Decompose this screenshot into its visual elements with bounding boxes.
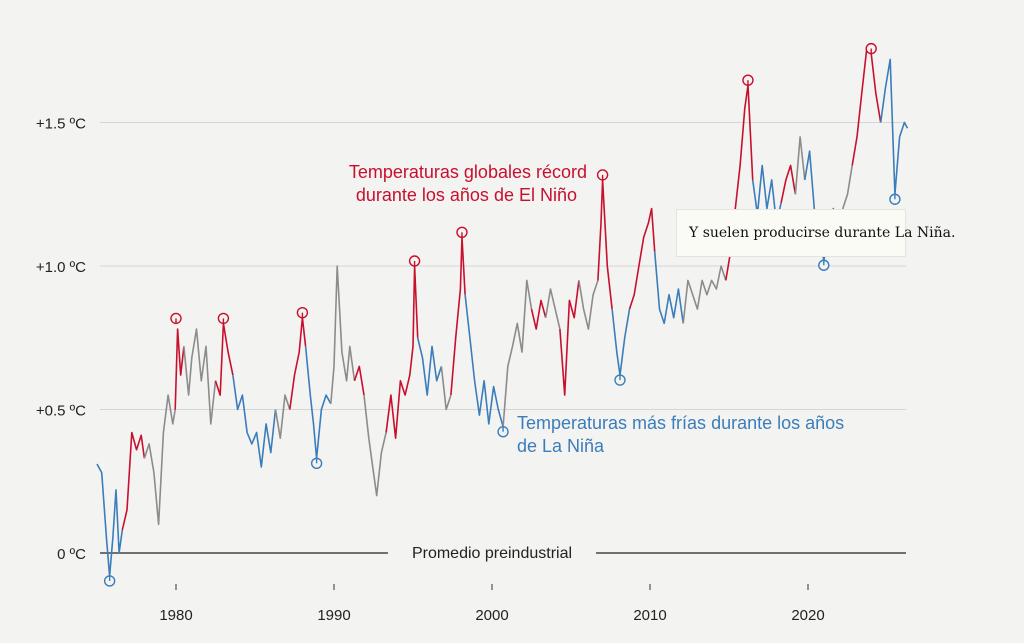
series-neutral [502, 279, 533, 427]
la-nina-annotation-line2: de La Niña [517, 436, 605, 456]
series-el-nino [559, 280, 580, 396]
x-tick-label: 2000 [475, 607, 508, 624]
baseline: Promedio preindustrial [100, 545, 906, 562]
series-el-nino [385, 265, 419, 439]
series-la-nina [304, 346, 332, 460]
tooltip: Y suelen producirse durante La Niña. [676, 209, 955, 257]
y-tick-label: +0.5 ºC [36, 403, 86, 420]
marker-layer [103, 42, 901, 587]
y-axis: 0 ºC +0.5 ºC +1.0 ºC +1.5 ºC [36, 116, 86, 564]
series-neutral [183, 328, 217, 425]
series-la-nina [879, 58, 909, 196]
baseline-label: Promedio preindustrial [412, 545, 572, 562]
series-el-nino [353, 365, 365, 396]
series-neutral [330, 265, 356, 404]
annotations: Temperaturas globales récord durante los… [349, 162, 844, 456]
x-axis: 1980 1990 2000 2010 2020 [159, 584, 825, 624]
series-la-nina [464, 294, 504, 427]
series-neutral [578, 280, 599, 330]
series-el-nino [214, 322, 234, 396]
series-neutral [363, 395, 387, 497]
series-neutral [544, 288, 561, 330]
y-tick-label: 0 ºC [57, 546, 86, 563]
series-el-nino [628, 207, 656, 310]
series-la-nina [653, 251, 684, 325]
y-tick-label: +1.0 ºC [36, 259, 86, 276]
el-nino-annotation-line2: durante los años de El Niño [356, 185, 577, 205]
x-tick-label: 1990 [317, 607, 350, 624]
series-neutral [143, 394, 176, 526]
y-tick-label: +1.5 ºC [36, 116, 86, 133]
x-tick-label: 1980 [159, 607, 192, 624]
series-el-nino [450, 236, 466, 396]
series-el-nino [289, 316, 307, 410]
series-neutral [274, 394, 291, 439]
series-el-nino [780, 164, 797, 204]
series-el-nino [597, 179, 613, 310]
series-el-nino [174, 328, 185, 410]
la-nina-annotation-line1: Temperaturas más frías durante los años [517, 413, 844, 433]
series-el-nino [851, 50, 882, 166]
series-layer [96, 50, 909, 577]
series-el-nino [121, 431, 146, 531]
series-la-nina [232, 374, 277, 468]
series-neutral [794, 136, 806, 195]
series-neutral [440, 366, 452, 411]
series-la-nina [416, 337, 443, 396]
series-neutral [682, 265, 727, 324]
series-el-nino [530, 299, 547, 330]
tooltip-text: Y suelen producirse durante La Niña. [689, 225, 956, 241]
x-tick-label: 2020 [791, 607, 824, 624]
x-tick-label: 2010 [633, 607, 666, 624]
grid-lines [100, 122, 906, 410]
series-la-nina [96, 463, 124, 577]
el-nino-annotation-line1: Temperaturas globales récord [349, 162, 587, 182]
series-la-nina [611, 308, 631, 376]
